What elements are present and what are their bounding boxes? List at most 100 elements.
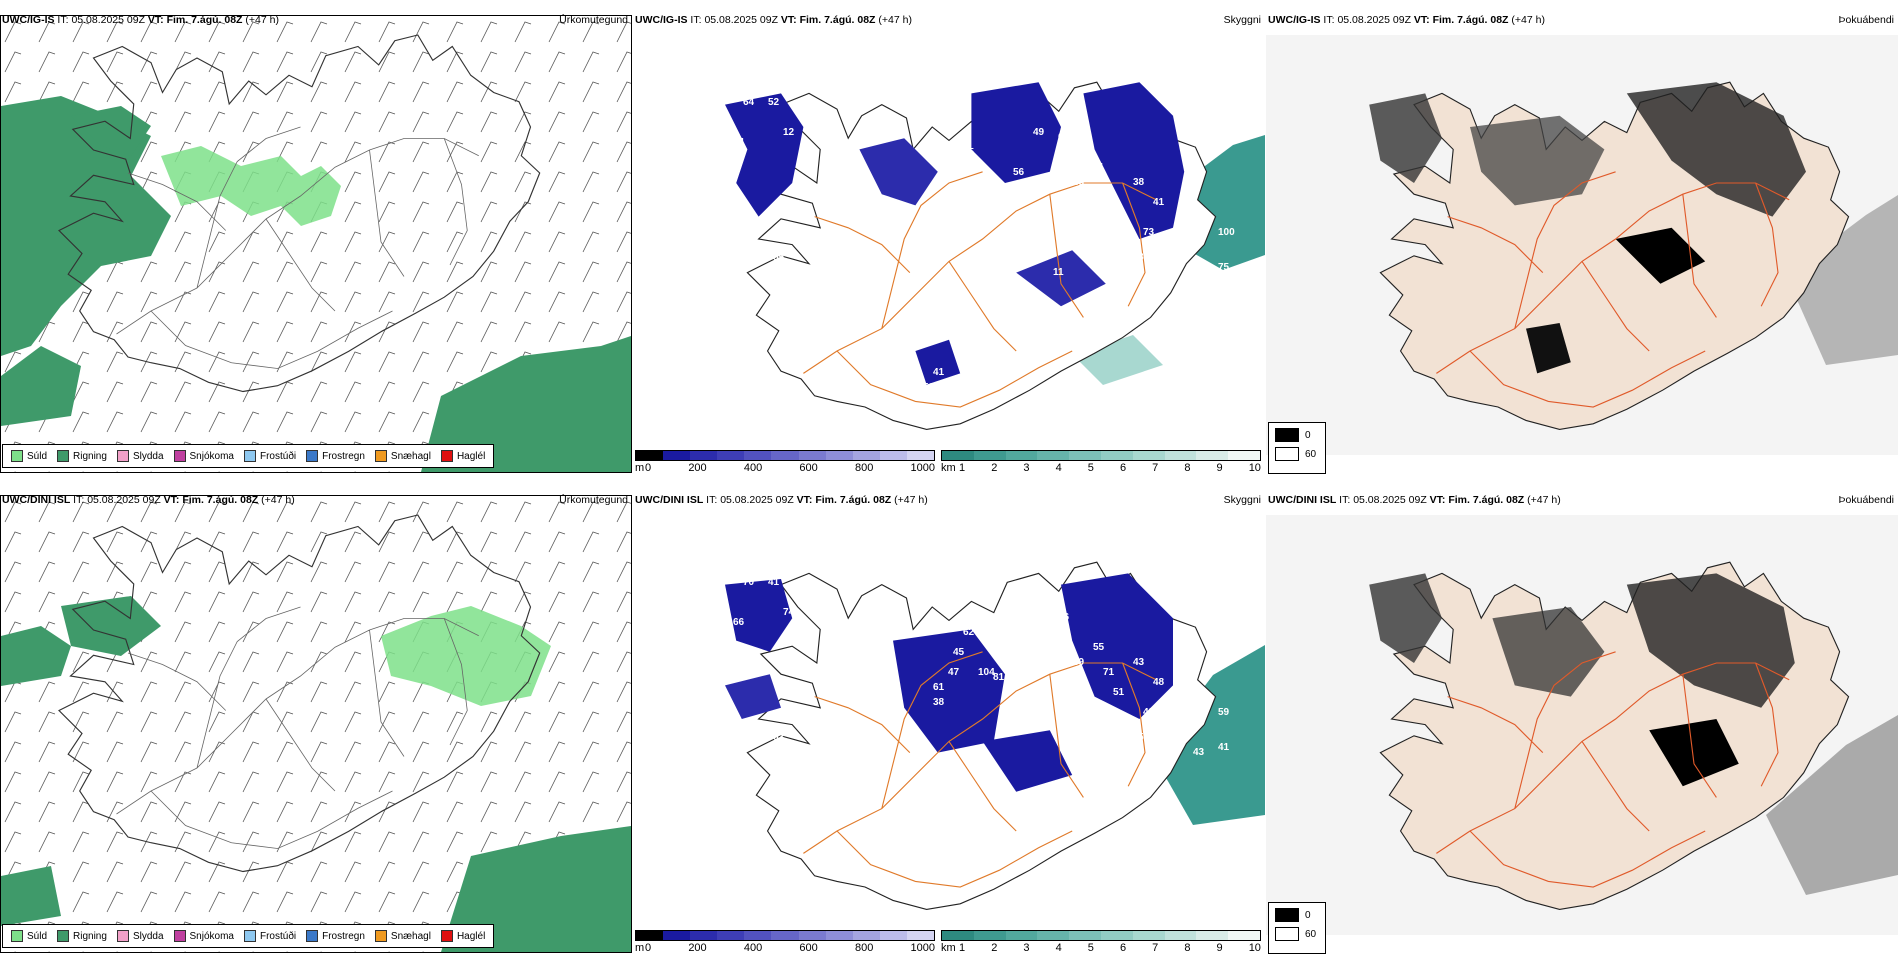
legend-label: Haglél (456, 930, 486, 942)
cloud-base-label: 67 (1033, 227, 1045, 238)
cloud-base-label: 55 (1013, 647, 1025, 658)
cloud-base-label: 81 (993, 672, 1005, 683)
colorbar-tick-label: 3 (1023, 942, 1030, 954)
visibility-colorbar-gradient (941, 450, 1261, 461)
cloud-base-label: 55 (773, 252, 785, 263)
cloud-base-label: 45 (953, 647, 965, 658)
visibility-colorbar: 1 2 3 4 5 6 7 8 9 10 km (941, 450, 1261, 474)
colorbar-segment (690, 451, 718, 460)
colorbar-tick-label: 400 (743, 462, 763, 474)
legend-label: Frostúði (259, 450, 297, 462)
cloud-base-label: 68 (1058, 132, 1070, 143)
fog-index-svg (1266, 35, 1898, 455)
cloud-base-label: 61 (933, 682, 945, 693)
cloud-base-panel-row2: 70 41 66 74 100 79 46 59 73 63 72 61 38 47 45 62 104 81 55… (633, 490, 1265, 958)
vt-label: VT: (1429, 494, 1446, 506)
cloud-base-label: 41 (933, 367, 945, 378)
fog-legend: 0 60 (1268, 422, 1326, 474)
colorbar-tick-label: 800 (854, 942, 874, 954)
cloud-base-label: 64 (743, 97, 755, 108)
fog-legend-row: 60 (1275, 927, 1319, 941)
cloud-base-label: 100 (818, 657, 835, 668)
vt-value: Fim. 7.ágú. 08Z (166, 14, 243, 26)
cloud-base-label: 41 (1218, 742, 1230, 753)
colorbar-tick-label: 7 (1152, 462, 1159, 474)
height-colorbar: 0 200 400 600 800 1000 m (635, 930, 935, 954)
cloud-base-label: 49 (1143, 707, 1155, 718)
legend-swatch (173, 930, 186, 942)
precip-type-map (0, 15, 632, 473)
colorbar-segment (906, 931, 935, 940)
cloud-base-label: 57 (808, 247, 820, 258)
cloud-base-label: 44 (838, 237, 850, 248)
panel-header: UWC/DINI ISL IT: 05.08.2025 09Z VT: Fim.… (2, 494, 295, 506)
precip-legend: Súld Rigning Slydda Snjókoma Frostúði Fr… (2, 924, 495, 948)
colorbar-tick-label: 400 (743, 942, 763, 954)
drizzle-area-east (381, 606, 551, 706)
legend-swatch (116, 450, 129, 462)
visibility-colorbar-ticks: 1 2 3 4 5 6 7 8 9 10 (941, 942, 1261, 954)
lead-time: (+47 h) (1527, 494, 1561, 506)
cloud-base-label: 34 (933, 217, 945, 228)
height-colorbar-ticks: 0 200 400 600 800 1000 (635, 462, 935, 474)
colorbar-segment (1228, 451, 1260, 460)
cloud-base-north-east (971, 82, 1061, 183)
cloud-base-map: 70 41 66 74 100 79 46 59 73 63 72 61 38 47 45 62 104 81 55… (633, 515, 1265, 925)
colorbar-tick-label: 5 (1087, 462, 1094, 474)
cloud-base-label: 63 (773, 732, 785, 743)
colorbar-segment (1100, 931, 1133, 940)
colorbar-segment (1228, 931, 1260, 940)
cloud-base-label: 39 (1073, 657, 1085, 668)
fog-index-map (1266, 515, 1898, 935)
colorbar-segment (942, 931, 974, 940)
cloud-base-label: 50 (1033, 607, 1045, 618)
colorbar-tick-label: 3 (1023, 462, 1030, 474)
rain-area-north (71, 106, 151, 156)
it-label: IT: (73, 494, 85, 506)
fog-dark-northwest (1369, 573, 1442, 663)
legend-label: Haglél (456, 450, 486, 462)
cloud-base-label: 62 (1103, 187, 1115, 198)
colorbar-tick-label: 600 (799, 462, 818, 474)
legend-swatch (306, 930, 319, 942)
colorbar-segment (1196, 931, 1229, 940)
legend-swatch (374, 930, 387, 942)
legend-item: Súld (11, 930, 47, 942)
cloud-base-label: 56 (923, 382, 935, 393)
colorbar-segment (1069, 451, 1101, 460)
height-colorbar-gradient (635, 450, 935, 461)
cloud-base-label: 43 (1193, 747, 1205, 758)
cloud-base-label: 39 (713, 257, 725, 268)
colorbar-segment (1164, 451, 1197, 460)
vt-label: VT: (147, 14, 164, 26)
colorbar-tick-label: 0 (645, 462, 652, 474)
height-colorbar: 0 200 400 600 800 1000 m (635, 450, 935, 474)
vt-value: Fim. 7.ágú. 08Z (815, 494, 892, 506)
legend-item: Haglél (440, 930, 486, 942)
vt-value: Fim. 7.ágú. 08Z (182, 494, 259, 506)
cloud-base-label: 43 (1073, 177, 1085, 188)
cloud-base-label: 41 (768, 577, 780, 588)
it-label: IT: (57, 14, 69, 26)
fog-index-svg (1266, 515, 1898, 935)
colorbar-segment (852, 931, 880, 940)
legend-item: Snæhagl (374, 930, 431, 942)
lead-time: (+47 h) (1511, 14, 1545, 26)
fog-dark-central (1615, 227, 1706, 284)
cloud-base-label: 79 (813, 677, 825, 688)
precip-type-panel-row1: UWC/IG-IS IT: 05.08.2025 09Z VT: Fim. 7.… (0, 10, 632, 478)
cloud-base-label: 77 (1113, 292, 1125, 303)
colorbar-tick-label: 9 (1216, 462, 1223, 474)
cloud-base-south-central (982, 730, 1073, 792)
legend-swatch (440, 930, 453, 942)
colorbar-segment (1005, 931, 1038, 940)
colorbar-segment (690, 931, 718, 940)
panel-header: UWC/IG-IS IT: 05.08.2025 09Z VT: Fim. 7.… (635, 14, 912, 26)
fog-legend-label: 0 (1305, 909, 1311, 921)
fog-legend-label: 60 (1305, 928, 1317, 940)
colorbar-tick-label: 6 (1119, 462, 1127, 474)
model-name: UWC/DINI ISL (1268, 494, 1337, 506)
cloud-base-label: 75 (1218, 262, 1230, 273)
cloud-base-label: 66 (733, 617, 745, 628)
height-unit: m (635, 942, 645, 954)
